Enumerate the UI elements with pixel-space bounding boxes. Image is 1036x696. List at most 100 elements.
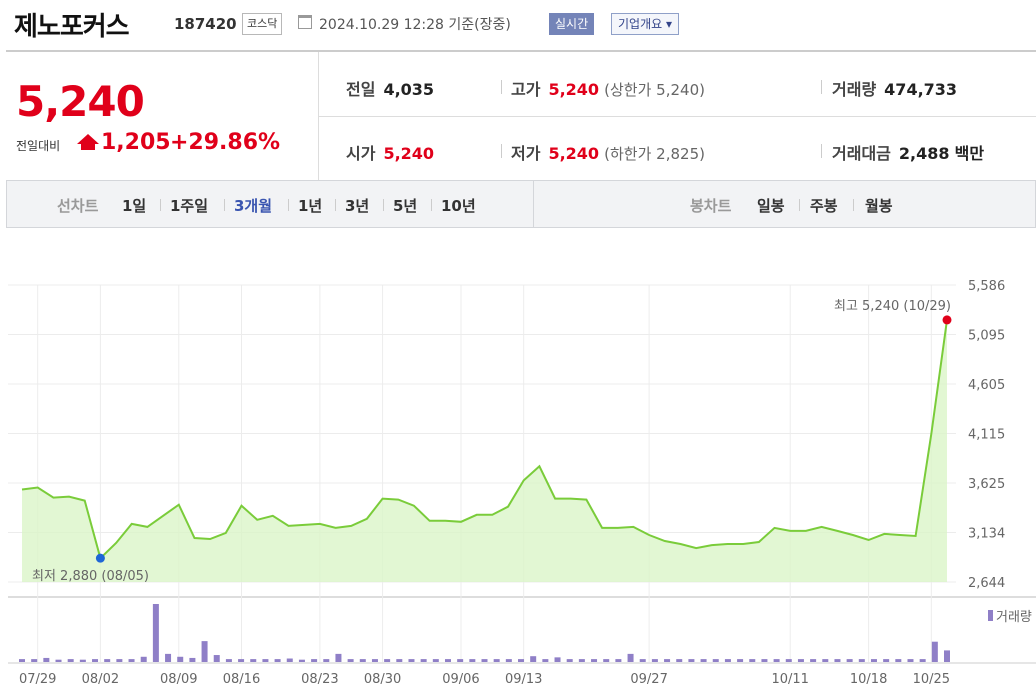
volume-bar: [140, 656, 147, 662]
volume-bar: [408, 659, 415, 662]
period-3y[interactable]: 3년: [345, 197, 370, 215]
candle-daily[interactable]: 일봉: [757, 197, 785, 215]
volume-bar: [700, 659, 707, 662]
volume-bar: [201, 641, 208, 662]
volume-bar: [615, 659, 622, 662]
volume-legend-swatch: [988, 610, 993, 621]
max-point: [942, 315, 952, 325]
volume-bar: [931, 641, 938, 662]
volume-bar: [578, 659, 585, 662]
x-tick-label: 09/13: [505, 672, 542, 687]
volume-bar: [457, 659, 464, 662]
change-percent: +29.86%: [170, 130, 281, 155]
x-tick-label: 10/18: [850, 672, 887, 687]
volume-bar: [907, 659, 914, 662]
y-tick-label: 5,586: [968, 279, 1005, 294]
candle-chart-label: 봉차트: [690, 197, 732, 215]
volume-bar: [55, 659, 62, 662]
period-5y[interactable]: 5년: [393, 197, 418, 215]
volume-bar: [359, 659, 366, 662]
volume-bar: [518, 659, 525, 662]
period-1d[interactable]: 1일: [122, 197, 147, 215]
volume-bar: [712, 659, 719, 662]
volume-bar: [688, 659, 695, 662]
volume-bar: [43, 657, 50, 662]
volume-bar: [79, 659, 86, 662]
company-name: 제노포커스: [14, 12, 130, 42]
volume-bar: [19, 659, 25, 662]
x-tick-label: 07/29: [19, 672, 56, 687]
volume-bar: [384, 659, 391, 662]
volume-bar: [737, 659, 744, 662]
period-1w[interactable]: 1주일: [170, 197, 209, 215]
volume-bar: [189, 657, 196, 662]
volume-bar: [31, 659, 38, 662]
volume-bar: [323, 659, 330, 662]
datetime: 2024.10.29 12:28 기준(장중): [319, 17, 511, 33]
prev-close: 전일 4,035: [346, 80, 435, 99]
period-1y[interactable]: 1년: [298, 197, 323, 215]
price-line: [21, 319, 948, 561]
volume-bar: [396, 659, 403, 662]
stock-code: 187420: [174, 15, 237, 33]
period-10y[interactable]: 10년: [441, 197, 476, 215]
corp-overview-dropdown[interactable]: 기업개요 ▾: [611, 13, 680, 35]
volume-bar: [152, 604, 159, 662]
change-label: 전일대비: [16, 139, 61, 153]
volume-bar: [250, 659, 257, 662]
x-tick-label: 08/09: [160, 672, 197, 687]
volume-bar: [895, 659, 902, 662]
volume-bar: [870, 659, 877, 662]
volume-bar: [761, 659, 768, 662]
x-tick-label: 10/11: [771, 672, 808, 687]
volume: 거래량 474,733: [832, 80, 958, 99]
candle-monthly[interactable]: 월봉: [865, 197, 893, 215]
market-badge: 코스닥: [242, 13, 283, 35]
max-annotation: 최고 5,240 (10/29): [834, 299, 951, 314]
volume-bar: [177, 656, 184, 662]
period-3m[interactable]: 3개월: [234, 197, 273, 215]
y-tick-label: 5,095: [968, 329, 1005, 344]
current-price: 5,240: [16, 77, 145, 126]
trade-amount: 거래대금 2,488 백만: [832, 144, 985, 163]
volume-bar: [591, 659, 598, 662]
stock-header: 제노포커스 187420 코스닥 2024.10.29 12:28 기준(장중)…: [0, 0, 1036, 50]
up-arrow-icon: [77, 134, 99, 144]
volume-bar: [785, 659, 792, 662]
y-tick-label: 3,134: [968, 527, 1005, 542]
volume-bar: [505, 659, 512, 662]
y-tick-label: 2,644: [968, 576, 1005, 591]
low-price: 저가 5,240 (하한가 2,825): [511, 144, 705, 163]
volume-bar: [664, 659, 671, 662]
calendar-icon: [298, 15, 312, 29]
x-tick-label: 09/27: [630, 672, 667, 687]
volume-bar: [530, 656, 537, 662]
min-point: [95, 553, 105, 563]
line-chart-label: 선차트: [57, 197, 99, 215]
volume-bar: [420, 659, 427, 662]
volume-bar: [213, 655, 220, 662]
volume-bar: [238, 659, 245, 662]
volume-bar: [335, 653, 342, 662]
candle-weekly[interactable]: 주봉: [810, 197, 838, 215]
price-area: [22, 319, 947, 582]
volume-bar: [676, 659, 683, 662]
x-tick-label: 08/23: [301, 672, 338, 687]
volume-bar: [566, 659, 573, 662]
chevron-down-icon: ▾: [666, 17, 673, 31]
volume-bar: [165, 653, 172, 662]
volume-bar: [128, 659, 135, 662]
realtime-button[interactable]: 실시간: [549, 13, 595, 35]
volume-bar: [822, 659, 829, 662]
volume-bar: [92, 659, 99, 662]
volume-bar: [444, 659, 451, 662]
volume-bar: [773, 659, 780, 662]
volume-bar: [116, 659, 123, 662]
volume-bar: [810, 659, 817, 662]
volume-bar: [347, 659, 354, 662]
x-tick-label: 09/06: [442, 672, 479, 687]
volume-bar: [639, 659, 646, 662]
change-value: 1,205: [101, 130, 171, 155]
open-price: 시가 5,240: [346, 144, 435, 163]
volume-bar: [651, 659, 658, 662]
